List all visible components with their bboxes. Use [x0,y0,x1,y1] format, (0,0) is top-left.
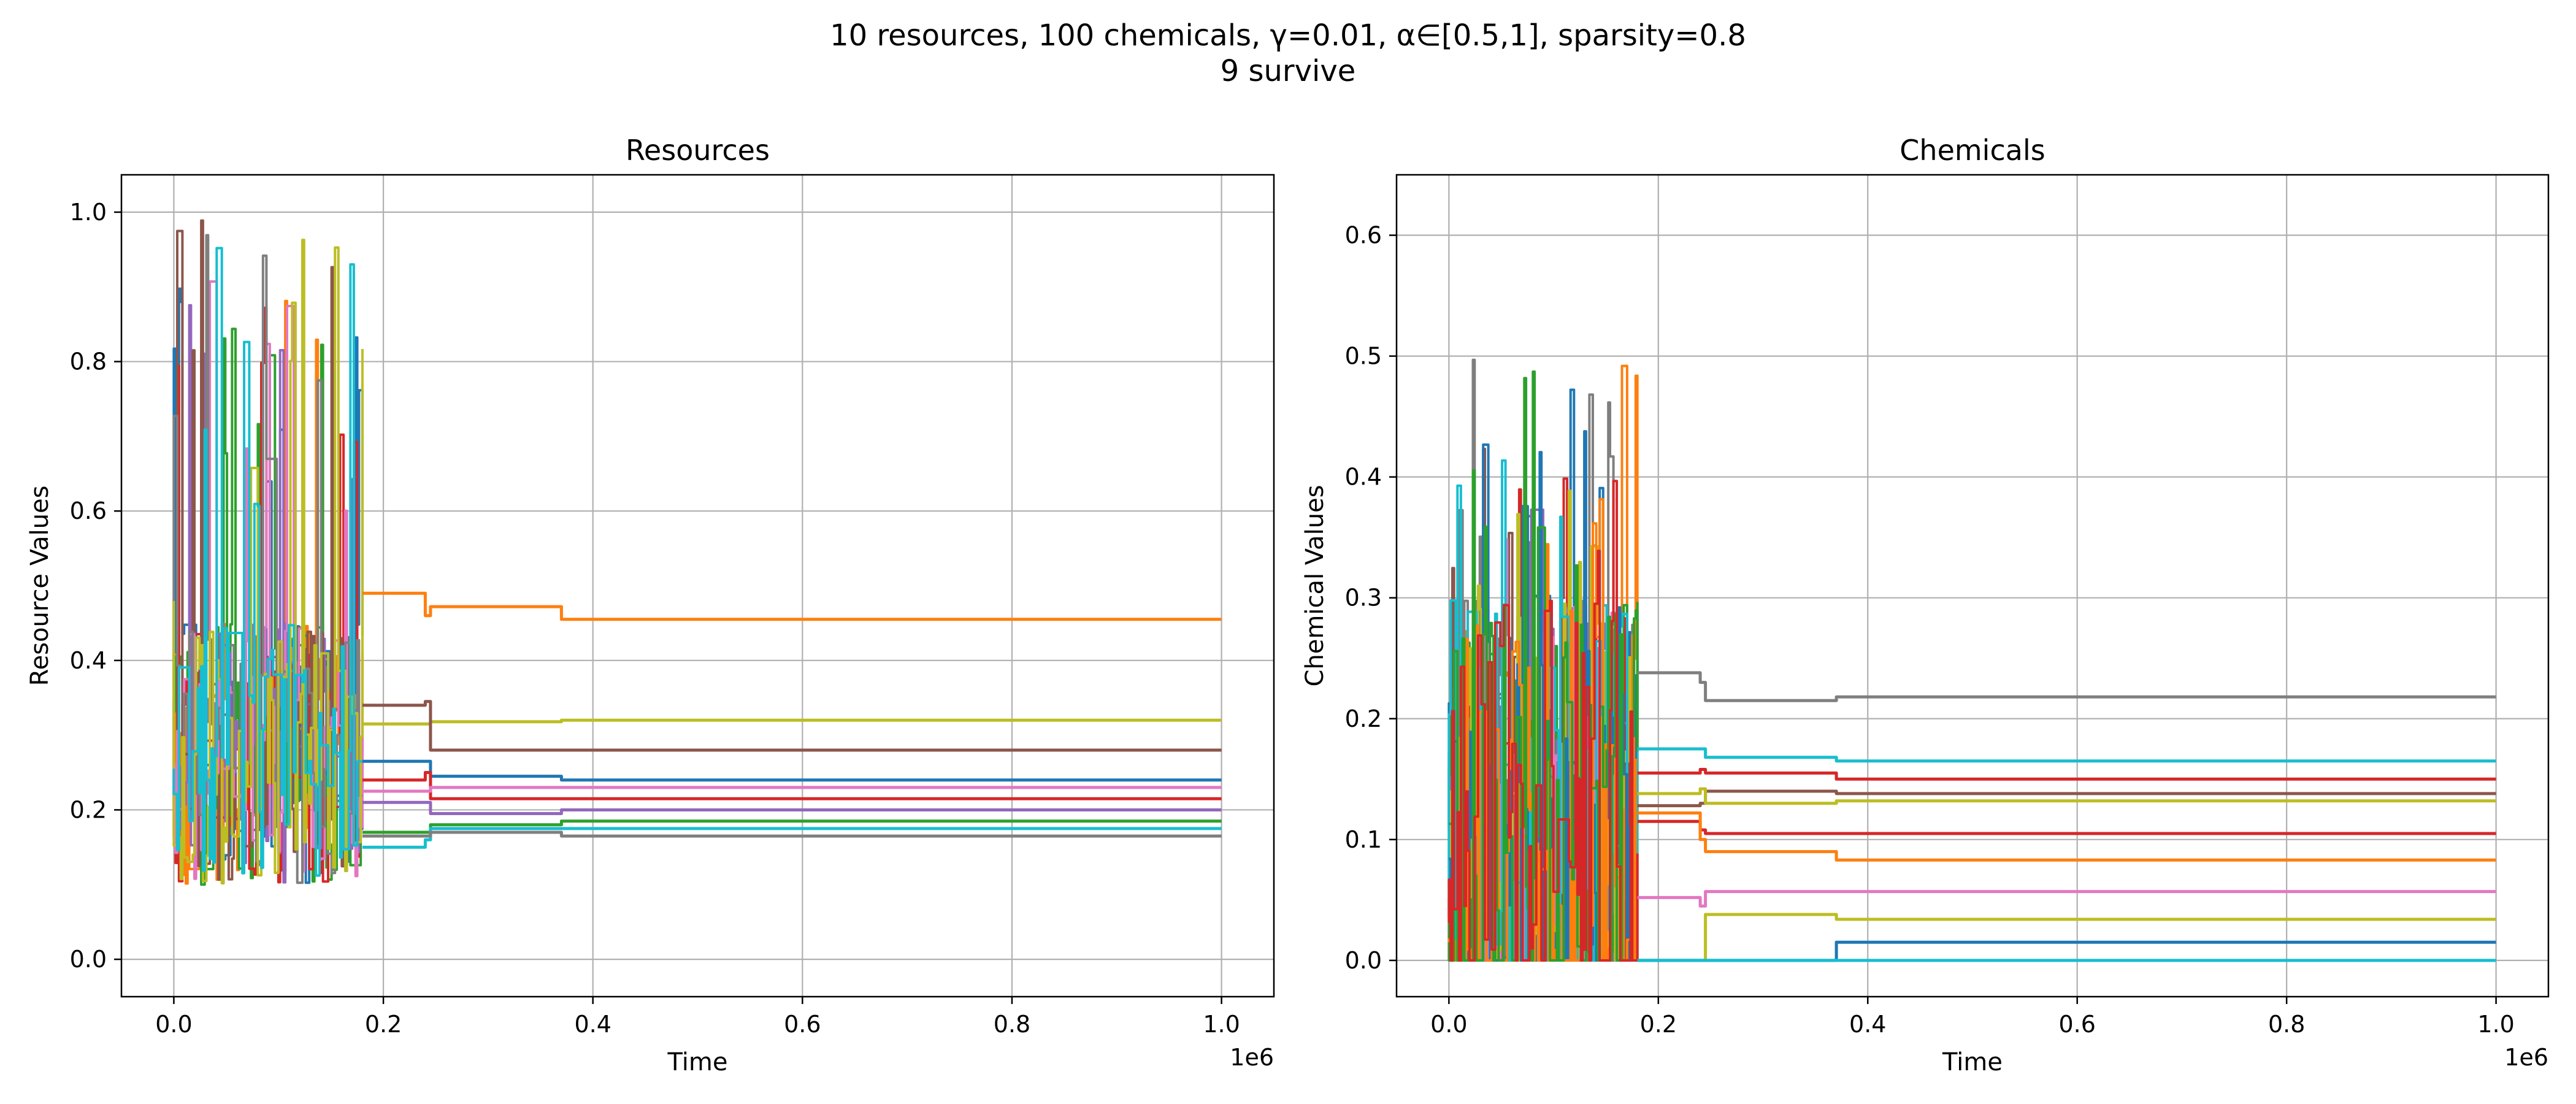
y-tick-label: 0.3 [1345,585,1382,611]
resources-title: Resources [626,134,770,167]
noise-trace [172,239,364,885]
chemicals-ticks: 0.0 0.2 0.4 0.6 0.8 1.0 0.0 0.1 0.2 0.3 0.4 0.5 0.6 [1345,222,2515,1038]
series-line [1637,811,2496,862]
chemicals-x-scale-label: 1e6 [2504,1044,2548,1071]
resources-panel: 0.0 0.2 0.4 0.6 0.8 1.0 0.0 0.2 0.4 0.6 0.8 1.0 Res… [26,134,1275,1076]
resources-y-axis-label: Resource Values [26,486,54,686]
y-tick-label: 0.1 [1345,826,1382,853]
figure-title: 10 resources, 100 chemicals, γ=0.01, α∈[… [830,18,1746,53]
series-line [362,759,1222,782]
series-line [362,800,1222,815]
chemicals-panel: 0.0 0.2 0.4 0.6 0.8 1.00.00.10.20.30.40.50.6 … [1301,134,2550,1076]
chemicals-x-axis-label: Time [1942,1048,2003,1076]
chemicals-axes-frame [1395,174,2550,998]
y-tick-label: 0.0 [70,946,107,973]
x-tick-label: 1.0 [2477,1011,2514,1038]
x-tick-label: 0.2 [365,1011,402,1038]
x-tick-label: 0.6 [2059,1011,2096,1038]
resources-axes-frame [120,174,1275,998]
resources-x-axis-label: Time [667,1048,728,1076]
noise-trace [1447,480,1639,962]
x-tick-label: 0.8 [994,1011,1030,1038]
y-tick-label: 0.2 [1345,705,1382,732]
series-line [362,830,1222,838]
x-tick-label: 0.0 [155,1011,192,1038]
resources-noise-region [172,219,364,886]
x-tick-label: 1.0 [1203,1011,1240,1038]
chemicals-title: Chemicals [1899,134,2045,167]
x-tick-label: 0.6 [784,1011,821,1038]
y-tick-label: 1.0 [70,199,107,226]
y-tick-label: 0.5 [1345,343,1382,370]
y-tick-label: 0.2 [70,796,107,823]
x-tick-label: 0.2 [1640,1011,1677,1038]
series-line [362,819,1222,834]
chemicals-noise-region [1447,358,1639,962]
figure-subtitle: 9 survive [1220,54,1356,88]
series-line [362,718,1222,726]
x-tick-label: 0.0 [1430,1011,1467,1038]
series-line [362,591,1222,621]
chemicals-y-axis-label: Chemical Values [1301,485,1329,687]
x-tick-label: 0.4 [574,1011,611,1038]
y-tick-label: 0.0 [1345,947,1382,974]
y-tick-label: 0.4 [1345,464,1382,491]
series-line [1637,768,2496,781]
x-tick-label: 0.8 [2268,1011,2305,1038]
y-tick-label: 0.8 [70,348,107,375]
series-line [1637,747,2496,763]
series-line [1637,787,2496,805]
series-line [362,827,1222,849]
y-tick-label: 0.6 [70,497,107,524]
noise-trace [172,247,362,877]
series-line [1637,890,2496,908]
series-line [1637,819,2496,835]
y-tick-label: 0.4 [70,647,107,674]
series-line [362,771,1222,800]
chemicals-series [1637,671,2496,962]
resources-x-scale-label: 1e6 [1230,1044,1274,1071]
resources-series [362,591,1222,849]
y-tick-label: 0.6 [1345,222,1382,249]
series-line [1637,671,2496,702]
resources-ticks: 0.0 0.2 0.4 0.6 0.8 1.0 0.0 0.2 0.4 0.6 0.8 1.0 [70,199,1240,1038]
series-line [362,786,1222,793]
x-tick-label: 0.4 [1849,1011,1886,1038]
series-line [362,700,1222,752]
